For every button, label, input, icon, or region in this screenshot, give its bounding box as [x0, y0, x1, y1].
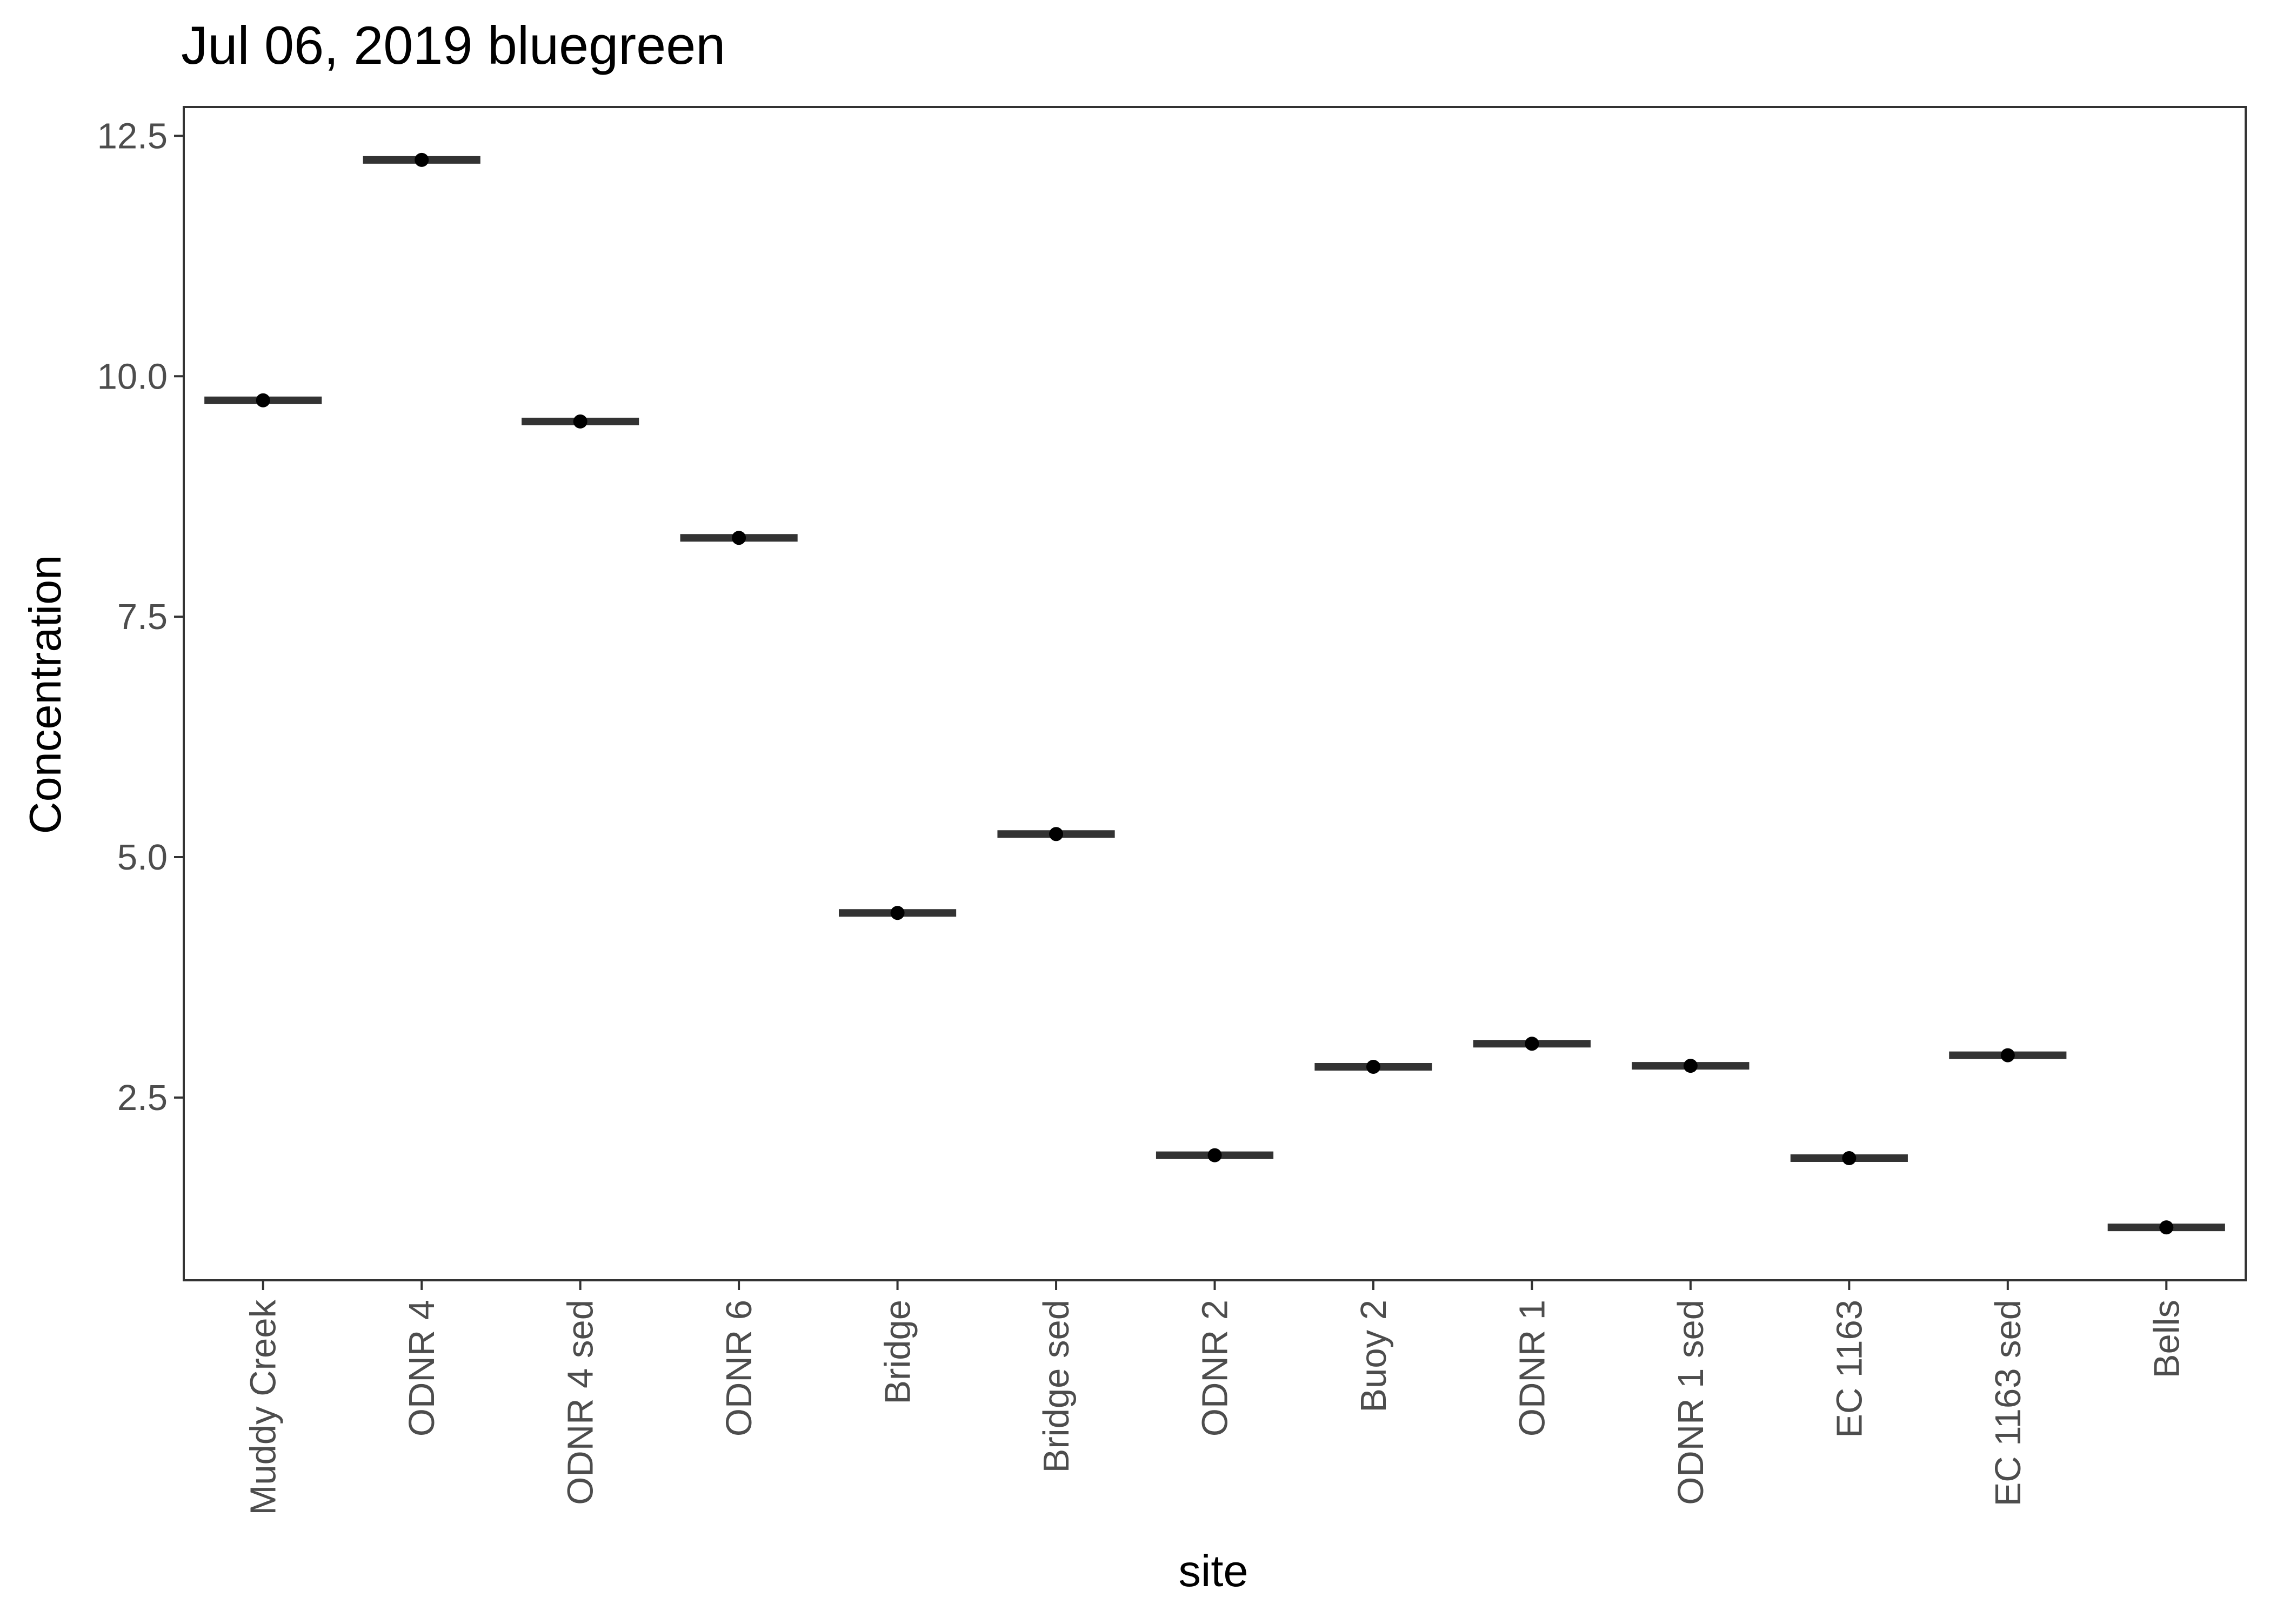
chart-title: Jul 06, 2019 bluegreen — [181, 15, 725, 75]
x-tick-label: EC 1163 sed — [1988, 1300, 2028, 1506]
y-tick-label: 7.5 — [117, 597, 168, 637]
x-tick-label: Muddy Creek — [243, 1300, 284, 1515]
data-point — [1525, 1037, 1539, 1051]
x-axis-title: site — [1178, 1546, 1248, 1596]
y-axis-title: Concentration — [20, 555, 70, 834]
data-point — [890, 906, 905, 920]
data-point — [573, 414, 587, 429]
data-point — [256, 393, 270, 407]
x-tick-label: ODNR 2 — [1195, 1300, 1236, 1436]
x-tick-label: ODNR 4 sed — [560, 1300, 601, 1505]
data-point — [2159, 1220, 2174, 1235]
x-tick-label: Bells — [2146, 1300, 2187, 1378]
y-tick-label: 10.0 — [97, 356, 168, 397]
x-tick-label: Bridge — [878, 1300, 918, 1405]
x-tick-label: ODNR 4 — [402, 1300, 442, 1436]
data-point — [2000, 1048, 2015, 1062]
panel-border — [183, 106, 2247, 1281]
data-point — [1366, 1059, 1380, 1074]
data-point — [1842, 1151, 1857, 1166]
chart-marks: 2.5 5.0 7.5 10.0 12.5 Muddy Creek ODNR 4 ODNR 4… — [97, 116, 2225, 1515]
x-tick-label: EC 1163 — [1829, 1300, 1870, 1438]
x-tick-label: ODNR 1 sed — [1671, 1300, 1711, 1505]
y-tick-label: 5.0 — [117, 837, 168, 878]
data-point — [1207, 1148, 1222, 1162]
x-tick-label: ODNR 1 — [1512, 1300, 1552, 1436]
data-point — [415, 152, 429, 167]
data-point — [732, 531, 746, 545]
data-point — [1049, 827, 1064, 841]
y-tick-label: 2.5 — [117, 1078, 168, 1118]
x-tick-label: ODNR 6 — [719, 1300, 759, 1436]
x-tick-label: Bridge sed — [1036, 1300, 1077, 1473]
data-point — [1683, 1059, 1698, 1073]
x-tick-label: Buoy 2 — [1353, 1300, 1394, 1413]
y-tick-label: 12.5 — [97, 116, 168, 156]
